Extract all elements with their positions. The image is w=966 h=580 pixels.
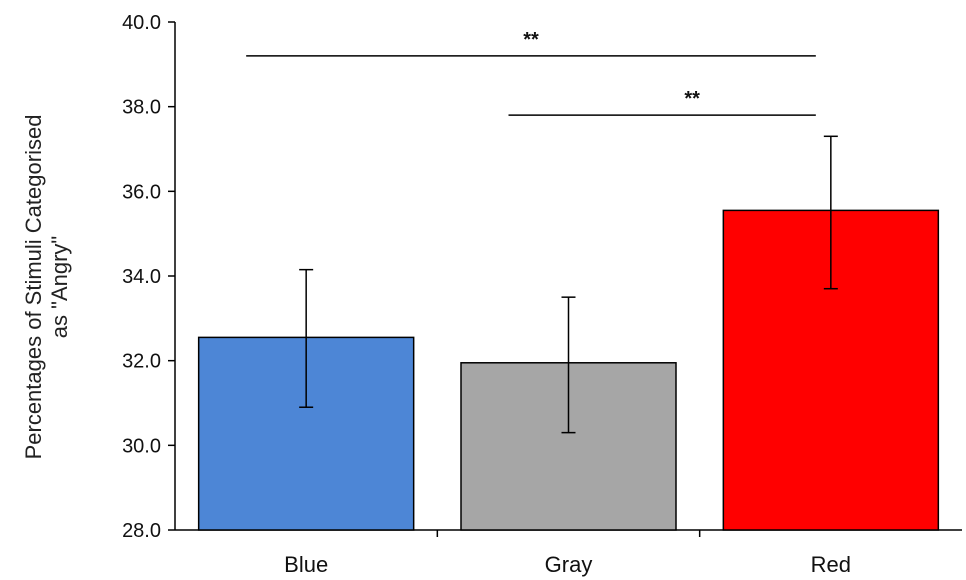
error-bars bbox=[299, 135, 838, 434]
y-tick-label: 32.0 bbox=[122, 351, 161, 373]
y-tick-label: 34.0 bbox=[122, 266, 161, 288]
y-tick-label: 38.0 bbox=[122, 97, 161, 119]
y-tick-label: 30.0 bbox=[122, 435, 161, 457]
y-tick-label: 36.0 bbox=[122, 181, 161, 203]
y-axis: 28.0 30.0 32.0 34.0 36.0 38.0 40.0 bbox=[122, 12, 176, 542]
y-tick-label: 28.0 bbox=[122, 520, 161, 542]
x-tick-label-red: Red bbox=[811, 552, 851, 577]
x-tick-label-gray: Gray bbox=[545, 552, 593, 577]
x-tick-label-blue: Blue bbox=[284, 552, 328, 577]
y-axis-label: Percentages of Stimuli Categorised as "A… bbox=[21, 115, 72, 460]
y-axis-label-line-2: as "Angry" bbox=[47, 236, 72, 338]
y-axis-label-line-1: Percentages of Stimuli Categorised bbox=[21, 115, 46, 460]
significance-label: ** bbox=[684, 88, 700, 110]
x-axis: Blue Gray Red bbox=[175, 529, 962, 577]
significance-label: ** bbox=[523, 29, 539, 51]
y-tick-label: 40.0 bbox=[122, 12, 161, 34]
bars bbox=[197, 209, 940, 531]
significance-brackets: ** ** bbox=[246, 29, 816, 116]
